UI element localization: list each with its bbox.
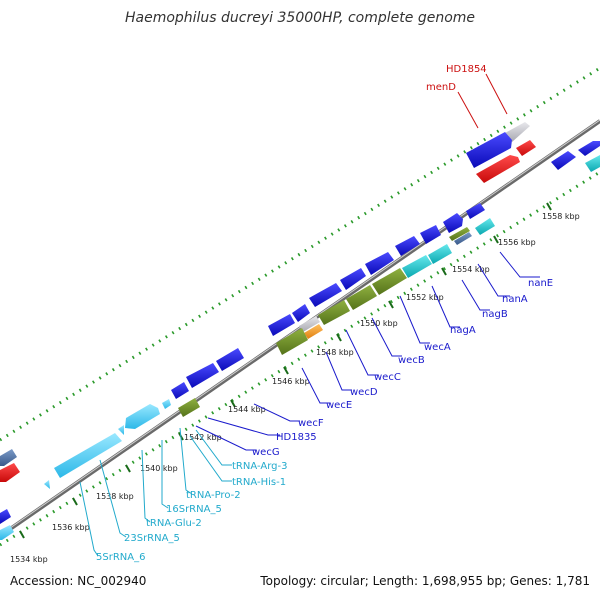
tick-label-1550: 1550 kbp bbox=[360, 319, 398, 328]
gene-rev-teal-right bbox=[585, 155, 600, 172]
rna-cyan-small bbox=[162, 399, 171, 409]
gene-rev-teal-1 bbox=[475, 218, 495, 235]
tick-label-1542: 1542 kbp bbox=[184, 433, 222, 442]
gene-fwd-left bbox=[0, 509, 11, 524]
outer-dotted-track bbox=[0, 66, 600, 442]
gene-rev-olive-3 bbox=[318, 300, 350, 325]
gene-rev-red-left bbox=[0, 463, 20, 482]
tick-label-1558: 1558 kbp bbox=[542, 212, 580, 221]
scale-tick-labels: 1534 kbp 1536 kbp 1538 kbp 1540 kbp 1542… bbox=[10, 212, 580, 564]
inner-dotted-track bbox=[0, 170, 600, 547]
gene-rev-olive-4 bbox=[276, 328, 308, 355]
gene-fwd-1 bbox=[466, 203, 485, 219]
gene-label-wecd: wecD bbox=[350, 387, 378, 398]
scale-tick-marks bbox=[19, 202, 552, 539]
topology-text: Topology: circular; Length: 1,698,955 bp… bbox=[260, 574, 590, 588]
gene-rev-olive-1 bbox=[372, 268, 407, 295]
gene-label-nane: nanE bbox=[528, 278, 553, 289]
gene-rev-olive-small bbox=[449, 227, 470, 241]
gene-fwd-3 bbox=[420, 225, 441, 244]
gene-rev-red-2 bbox=[516, 140, 536, 156]
gene-fwd-6 bbox=[340, 268, 366, 290]
genome-backbone bbox=[0, 119, 600, 538]
gene-label-nagb: nagB bbox=[482, 309, 508, 320]
gene-label-trna-arg-3: tRNA-Arg-3 bbox=[232, 461, 287, 472]
gene-fwd-12 bbox=[171, 382, 189, 399]
tick-label-1544: 1544 kbp bbox=[228, 405, 266, 414]
gene-label-wecc: wecC bbox=[374, 372, 401, 383]
gene-fwd-4 bbox=[395, 236, 420, 256]
gene-fwd-slate bbox=[0, 449, 17, 466]
gene-rev-red-1 bbox=[476, 155, 520, 183]
gene-label-mend: menD bbox=[426, 82, 456, 93]
forward-strand-genes bbox=[0, 122, 600, 524]
gene-fwd-2 bbox=[443, 213, 463, 233]
gene-fwd-8 bbox=[292, 304, 310, 322]
tick-label-1540: 1540 kbp bbox=[140, 464, 178, 473]
tick-label-1554: 1554 kbp bbox=[452, 265, 490, 274]
reverse-strand-genes bbox=[0, 140, 600, 540]
gene-fwd-right-2 bbox=[578, 141, 600, 156]
rna-cyan-left bbox=[0, 525, 14, 540]
gene-label-23srrna-5: 23SrRNA_5 bbox=[124, 533, 180, 544]
gene-fwd-hd1854 bbox=[505, 122, 530, 142]
gene-rev-olive-5 bbox=[178, 398, 200, 417]
gene-rev-slate bbox=[454, 232, 472, 245]
gene-label-trna-pro-2: tRNA-Pro-2 bbox=[186, 490, 241, 501]
gene-label-wecf: wecF bbox=[298, 418, 324, 429]
gene-fwd-5 bbox=[365, 252, 394, 275]
gene-label-wecg: wecG bbox=[252, 447, 280, 458]
gene-label-wecb: wecB bbox=[398, 355, 425, 366]
gene-label-5srrna-6: 5SrRNA_6 bbox=[96, 552, 145, 563]
tick-label-1536: 1536 kbp bbox=[52, 523, 90, 532]
gene-label-hd1854: HD1854 bbox=[446, 64, 487, 75]
rna-16s bbox=[125, 404, 160, 429]
gene-fwd-mend bbox=[466, 132, 512, 168]
gene-label-wece: wecE bbox=[326, 400, 352, 411]
gene-labels: HD1854 menD nanE nanA nagB nagA wecA wec… bbox=[96, 64, 553, 563]
map-title: Haemophilus ducreyi 35000HP, complete ge… bbox=[124, 10, 476, 26]
gene-rev-teal-2 bbox=[428, 244, 452, 264]
gene-rev-olive-2 bbox=[346, 285, 377, 310]
gene-rev-orange bbox=[304, 324, 323, 339]
gene-fwd-11 bbox=[186, 363, 219, 388]
map-footer: Accession: NC_002940 Topology: circular;… bbox=[10, 574, 590, 592]
gene-label-weca: wecA bbox=[424, 342, 451, 353]
tick-label-1534: 1534 kbp bbox=[10, 555, 48, 564]
tick-label-1552: 1552 kbp bbox=[406, 293, 444, 302]
gene-label-16srrna-5: 16SrRNA_5 bbox=[166, 504, 222, 515]
gene-label-hd1835: HD1835 bbox=[276, 432, 317, 443]
tick-label-1556: 1556 kbp bbox=[498, 238, 536, 247]
tick-label-1548: 1548 kbp bbox=[316, 348, 354, 357]
gene-rev-teal-3 bbox=[402, 255, 432, 278]
gene-label-nana: nanA bbox=[502, 294, 528, 305]
accession-text: Accession: NC_002940 bbox=[10, 574, 147, 588]
rna-5s bbox=[44, 480, 50, 489]
gene-label-trna-glu-2: tRNA-Glu-2 bbox=[146, 518, 202, 529]
tick-label-1538: 1538 kbp bbox=[96, 492, 134, 501]
gene-rev-grey bbox=[299, 316, 320, 332]
gene-label-naga: nagA bbox=[450, 325, 476, 336]
gene-fwd-10 bbox=[216, 348, 244, 371]
rna-23s bbox=[54, 433, 122, 478]
rna-cyan-tri bbox=[118, 425, 124, 435]
gene-fwd-right-1 bbox=[551, 151, 576, 170]
gene-fwd-7 bbox=[309, 283, 342, 307]
label-leader-lines bbox=[79, 73, 540, 557]
tick-label-1546: 1546 kbp bbox=[272, 377, 310, 386]
gene-fwd-9 bbox=[268, 314, 295, 336]
gene-label-trna-his-1: tRNA-His-1 bbox=[232, 477, 286, 488]
